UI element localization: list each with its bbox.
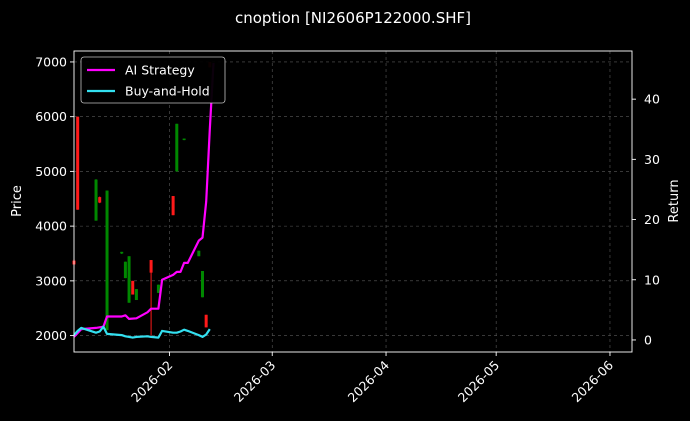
left-axis-label: Price <box>10 185 25 217</box>
chart-title: cnoption [NI2606P122000.SHF] <box>235 9 471 27</box>
tick-label-right-30: 30 <box>644 152 660 167</box>
candle-body-2026-02-11 <box>204 314 208 328</box>
candle-body-2026-01-12 <box>94 179 98 221</box>
legend-label-ai-strategy: AI Strategy <box>125 63 195 78</box>
plot-frame <box>73 50 633 353</box>
tick-label-left-2000: 2000 <box>35 328 67 343</box>
candle-body-2026-02-10 <box>200 271 204 298</box>
tick-label-left-7000: 7000 <box>35 54 67 69</box>
tick-label-right-0: 0 <box>644 332 652 347</box>
ai-strategy-line <box>73 62 215 338</box>
candle-body-2026-01-29 <box>156 284 160 293</box>
candle-body-2026-01-19 <box>120 251 124 254</box>
legend-label-buy-and-hold: Buy-and-Hold <box>125 84 210 99</box>
tick-label-right-40: 40 <box>644 92 660 107</box>
tick-label-right-20: 20 <box>644 212 660 227</box>
right-axis: 0 10 20 30 40 <box>632 92 660 347</box>
legend: AI Strategy Buy-and-Hold <box>80 56 226 104</box>
candle-body-2026-01-27 <box>149 260 153 273</box>
candle-body-2026-02-02 <box>171 196 175 216</box>
tick-label-left-3000: 3000 <box>35 273 67 288</box>
candle-body-2026-02-03 <box>175 123 179 172</box>
candle-body-2026-01-21 <box>127 256 131 303</box>
candle-body-2026-02-09 <box>197 250 201 257</box>
tick-label-left-6000: 6000 <box>35 109 67 124</box>
candle-body-2026-01-23 <box>134 289 138 301</box>
legend-box <box>80 56 226 104</box>
right-axis-label: Return <box>667 179 682 222</box>
candle-body-2026-01-13 <box>98 197 102 203</box>
tick-label-left-5000: 5000 <box>35 164 67 179</box>
candle-body-2026-01-22 <box>131 280 135 295</box>
candle-body-2026-01-15 <box>105 190 109 331</box>
grid <box>74 51 632 352</box>
series-lines <box>73 62 215 339</box>
candle-body-2026-01-20 <box>123 261 127 279</box>
tick-label-right-10: 10 <box>644 272 660 287</box>
left-axis: 2000 3000 4000 5000 6000 7000 <box>35 54 74 343</box>
tick-label-left-4000: 4000 <box>35 219 67 234</box>
buy-and-hold-line <box>73 325 211 339</box>
candle-body-2026-02-05 <box>182 138 186 141</box>
candle-body-2026-01-07 <box>76 116 80 210</box>
